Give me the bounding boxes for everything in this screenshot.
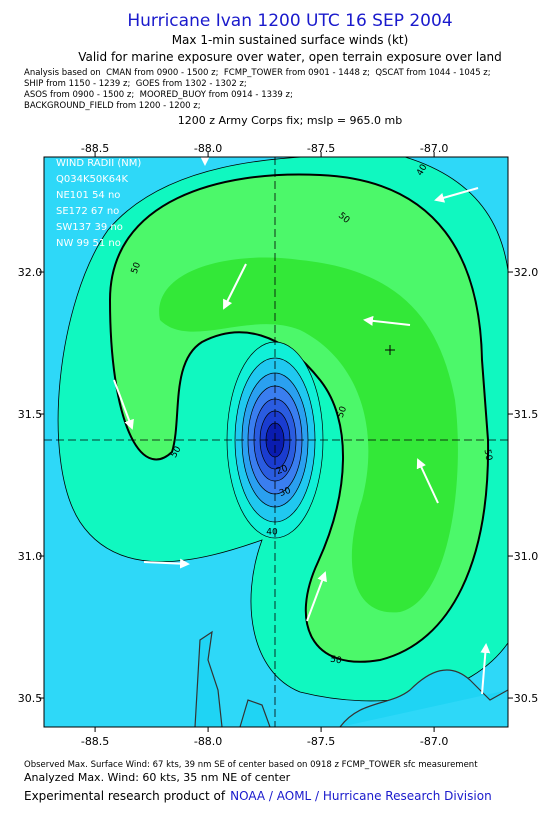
contour-label: 50 <box>336 405 349 419</box>
x-tick-label: -87.0 <box>420 735 448 748</box>
fix: 1200 z Army Corps fix; mslp = 965.0 mb <box>178 114 403 127</box>
credit-line: Experimental research product of NOAA / A… <box>24 789 492 803</box>
wind-radii: WIND RADII (NM) Q034K50K64K NE101 54 no … <box>56 158 141 249</box>
contour-label: 50 <box>482 449 494 462</box>
y-tick-label: 32.0 <box>514 266 539 279</box>
contour-label: 20 <box>275 464 289 477</box>
radii-row: SW137 39 no <box>56 222 123 233</box>
obs-marker <box>385 345 395 355</box>
wind-arrow <box>143 558 190 569</box>
radii-row: SE172 67 no <box>56 206 119 217</box>
wind-arrow <box>416 458 439 504</box>
agency: NOAA / AOML / Hurricane Research Divisio… <box>230 789 492 803</box>
y-tick-label: 30.5 <box>514 692 539 705</box>
contour-label: 50 <box>130 261 143 275</box>
contour-label: 50 <box>329 655 342 667</box>
validity: Valid for marine exposure over water, op… <box>78 50 502 64</box>
x-tick-label: -87.5 <box>307 735 335 748</box>
wind-arrow <box>363 315 411 326</box>
y-tick-label: 31.0 <box>18 550 43 563</box>
wind-arrow <box>223 263 247 310</box>
radii-row: NW 99 51 no <box>56 238 121 249</box>
radii-header: Q034K50K64K <box>56 174 129 185</box>
analyzed: Analyzed Max. Wind: 60 kts, 35 nm NE of … <box>24 771 291 784</box>
y-tick-label: 31.5 <box>514 408 539 421</box>
analysis-line: BACKGROUND_FIELD from 1200 - 1200 z; <box>24 101 201 111</box>
subtitle: Max 1-min sustained surface winds (kt) <box>172 33 409 47</box>
analysis-line: Analysis based on CMAN from 0900 - 1500 … <box>24 68 491 78</box>
x-tick-label: -88.5 <box>81 735 109 748</box>
y-tick-label: 30.5 <box>18 692 43 705</box>
y-tick-label: 32.0 <box>18 266 43 279</box>
coastline <box>194 630 508 727</box>
analysis-line: SHIP from 1150 - 1239 z; GOES from 1302 … <box>24 79 247 89</box>
radii-title: WIND RADII (NM) <box>56 158 141 169</box>
wind-arrow <box>480 643 491 695</box>
x-tick-label: -88.5 <box>81 142 109 155</box>
x-tick-label: -87.5 <box>307 142 335 155</box>
title: Hurricane Ivan 1200 UTC 16 SEP 2004 <box>127 11 452 31</box>
analysis-line: ASOS from 0900 - 1500 z; MOORED_BUOY fro… <box>24 90 293 100</box>
observed: Observed Max. Surface Wind: 67 kts, 39 n… <box>24 760 478 770</box>
x-tick-label: -87.0 <box>420 142 448 155</box>
wind-arrow <box>306 571 327 622</box>
plot-frame <box>43 156 509 728</box>
contour-label: 40 <box>266 528 278 538</box>
wind-arrow <box>434 187 479 203</box>
wind-field <box>44 157 508 727</box>
x-tick-label: -88.0 <box>194 142 222 155</box>
band-inner <box>159 257 458 613</box>
x-tick-label: -88.0 <box>194 735 222 748</box>
y-tick-label: 31.0 <box>514 550 539 563</box>
credit: Experimental research product of <box>24 789 226 803</box>
wind-arrow <box>113 379 134 430</box>
radii-row: NE101 54 no <box>56 190 120 201</box>
contour-label: 30 <box>278 486 292 499</box>
y-tick-label: 31.5 <box>18 408 43 421</box>
